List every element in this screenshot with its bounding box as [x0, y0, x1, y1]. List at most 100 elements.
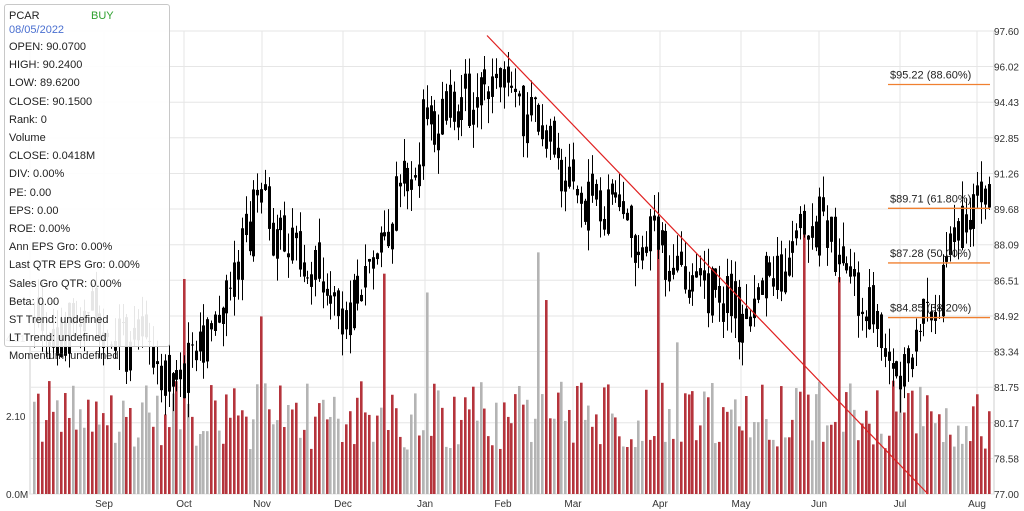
volume-bar	[876, 390, 879, 494]
candle-body	[811, 226, 814, 238]
volume-bar	[337, 418, 340, 494]
volume-bar	[749, 437, 752, 494]
candle-body	[907, 348, 910, 364]
candle-body	[703, 270, 706, 281]
info-line: Momentum: undefined	[9, 350, 119, 363]
volume-bar	[122, 400, 125, 494]
volume-bar	[703, 391, 706, 494]
candle-body	[241, 228, 244, 280]
info-line: HIGH: 90.2400	[9, 59, 83, 72]
volume-bar	[545, 300, 548, 494]
volume-bar	[52, 411, 55, 494]
candle-body	[252, 189, 255, 257]
volume-tick-label: 0.0M	[6, 490, 28, 501]
volume-bar	[145, 385, 148, 494]
volume-bar	[534, 418, 537, 494]
volume-bar	[72, 385, 75, 494]
volume-bar	[780, 386, 783, 494]
candle-body	[172, 373, 175, 387]
volume-bar	[645, 389, 648, 494]
candle-body	[626, 212, 629, 221]
volume-bar	[172, 393, 175, 494]
candle-body	[965, 214, 968, 233]
candle-body	[872, 285, 875, 325]
volume-bar	[942, 442, 945, 494]
volume-bar	[915, 433, 918, 494]
candle-body	[283, 215, 286, 252]
candle-body	[460, 97, 463, 121]
candle-body	[210, 323, 213, 330]
candle-body	[614, 192, 617, 198]
volume-bar	[237, 415, 240, 494]
volume-bar	[168, 427, 171, 494]
candle-body	[572, 159, 575, 182]
volume-bar	[560, 381, 563, 494]
volume-bar	[845, 392, 848, 494]
volume-bar	[587, 405, 590, 494]
volume-bar	[483, 408, 486, 494]
volume-bar	[68, 417, 71, 494]
candle-body	[784, 271, 787, 293]
candle-body	[726, 276, 729, 314]
volume-bar	[884, 448, 887, 494]
candle-body	[152, 345, 155, 368]
candle-body	[426, 107, 429, 120]
candle-body	[649, 216, 652, 252]
candle-body	[753, 298, 756, 319]
volume-bar	[657, 248, 660, 494]
volume-bar	[98, 424, 101, 494]
candle-body	[622, 201, 625, 215]
candle-body	[980, 181, 983, 203]
candle-body	[934, 311, 937, 321]
candle-body	[953, 227, 956, 242]
volume-bar	[634, 447, 637, 494]
volume-bar	[815, 394, 818, 494]
candle-body	[391, 223, 394, 250]
candle-body	[680, 251, 683, 265]
volume-bar	[530, 441, 533, 494]
volume-bar	[757, 422, 760, 494]
candle-body	[368, 258, 371, 262]
volume-bar	[911, 390, 914, 494]
candle-body	[279, 217, 282, 231]
info-line: LT Trend: undefined	[9, 332, 107, 345]
month-tick-label: Jul	[894, 499, 907, 510]
volume-bar	[252, 419, 255, 494]
candle-body	[868, 287, 871, 330]
volume-bar	[607, 384, 610, 494]
month-tick-label: Apr	[652, 499, 668, 510]
candle-body	[972, 194, 975, 229]
candle-body	[915, 329, 918, 352]
price-tick-label: 81.75	[994, 383, 1019, 394]
volume-bar	[961, 443, 964, 494]
candle-body	[526, 114, 529, 144]
volume-bar	[907, 393, 910, 494]
candle-body	[322, 281, 325, 293]
volume-bar	[391, 394, 394, 494]
volume-bar	[580, 382, 583, 494]
candle-body	[803, 210, 806, 235]
volume-bar	[741, 430, 744, 494]
candle-body	[433, 111, 436, 145]
candle-body	[576, 188, 579, 196]
candle-body	[961, 205, 964, 249]
volume-bar	[160, 445, 163, 494]
volume-bar	[853, 409, 856, 494]
volume-bar	[549, 418, 552, 494]
volume-bar	[630, 439, 633, 494]
candle-body	[791, 241, 794, 253]
volume-bar	[148, 412, 151, 494]
candle-body	[468, 73, 471, 126]
volume-bar	[537, 252, 540, 494]
candle-body	[807, 235, 810, 240]
volume-bar	[865, 410, 868, 494]
volume-bar	[41, 441, 44, 494]
candle-body	[218, 314, 221, 323]
volume-bar	[903, 412, 906, 494]
candle-body	[164, 360, 167, 396]
volume-bar	[457, 444, 460, 494]
volume-bar	[730, 409, 733, 494]
volume-bar	[114, 442, 117, 494]
candle-body	[329, 295, 332, 304]
info-line: Ann EPS Gro: 0.00%	[9, 241, 113, 254]
